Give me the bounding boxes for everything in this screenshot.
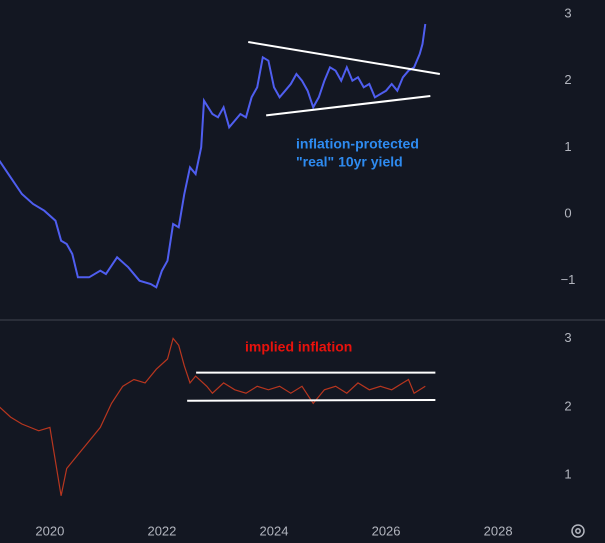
- trend-line: [248, 41, 441, 75]
- y-tick-label: 1: [564, 139, 571, 154]
- x-tick-label: 2024: [260, 523, 289, 538]
- settings-ring: [571, 524, 585, 538]
- data-line: [0, 23, 427, 289]
- y-tick-label: 3: [564, 5, 571, 20]
- y-tick-label: 0: [564, 205, 571, 220]
- data-line: [0, 337, 426, 496]
- settings-icon[interactable]: [571, 524, 585, 538]
- x-tick-label: 2026: [372, 523, 401, 538]
- y-tick-label: 2: [564, 72, 571, 87]
- trend-line: [266, 95, 431, 117]
- x-tick-label: 2020: [35, 523, 64, 538]
- annotation: implied inflation: [245, 339, 352, 355]
- settings-hub: [575, 528, 581, 534]
- x-tick-label: 2028: [484, 523, 513, 538]
- y-tick-label: 1: [564, 467, 571, 482]
- y-tick-label: 3: [564, 330, 571, 345]
- y-tick-label: −1: [561, 272, 576, 287]
- annotation: "real" 10yr yield: [296, 154, 403, 170]
- annotation: inflation-protected: [296, 136, 419, 152]
- x-tick-label: 2022: [147, 523, 176, 538]
- y-tick-label: 2: [564, 398, 571, 413]
- trend-line: [187, 399, 436, 402]
